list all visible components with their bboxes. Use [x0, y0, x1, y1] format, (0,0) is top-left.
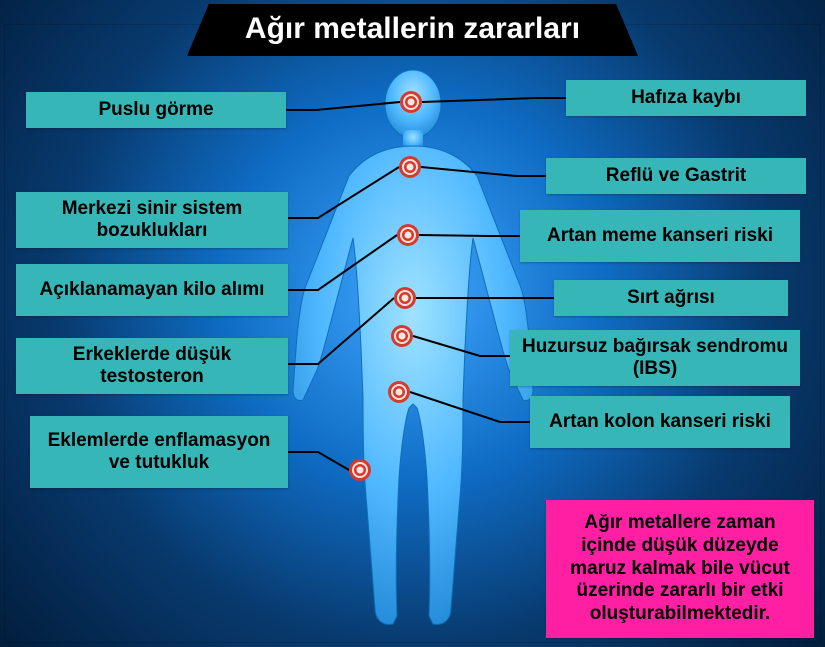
label-memory: Hafıza kaybı — [566, 80, 806, 116]
label-ibs: Huzursuz bağırsak sendromu (IBS) — [510, 330, 800, 386]
label-reflux: Reflü ve Gastrit — [546, 158, 806, 194]
label-text-vision: Puslu görme — [98, 99, 213, 121]
label-breast: Artan meme kanseri riski — [520, 210, 800, 262]
label-text-reflux: Reflü ve Gastrit — [606, 165, 746, 187]
label-text-cns: Merkezi sinir sistem bozuklukları — [26, 198, 278, 242]
label-text-colon: Artan kolon kanseri riski — [549, 411, 771, 433]
label-text-breast: Artan meme kanseri riski — [547, 225, 773, 247]
label-text-weight: Açıklanamayan kilo alımı — [40, 279, 265, 301]
label-colon: Artan kolon kanseri riski — [530, 396, 790, 448]
label-text-joints: Eklemlerde enflamasyon ve tutukluk — [40, 430, 278, 474]
title-text: Ağır metallerin zararları — [245, 12, 580, 45]
label-testo: Erkeklerde düşük testosteron — [16, 338, 288, 394]
label-text-testo: Erkeklerde düşük testosteron — [26, 344, 278, 388]
human-figure — [283, 68, 543, 643]
label-text-ibs: Huzursuz bağırsak sendromu (IBS) — [520, 336, 790, 380]
label-cns: Merkezi sinir sistem bozuklukları — [16, 192, 288, 248]
label-text-back: Sırt ağrısı — [627, 287, 715, 309]
label-text-memory: Hafıza kaybı — [631, 87, 741, 109]
title-banner: Ağır metallerin zararları — [187, 4, 638, 56]
label-vision: Puslu görme — [26, 92, 286, 128]
label-joints: Eklemlerde enflamasyon ve tutukluk — [30, 416, 288, 488]
footer-note-text: Ağır metallere zaman içinde düşük düzeyd… — [570, 512, 790, 624]
label-back: Sırt ağrısı — [554, 280, 788, 316]
footer-note: Ağır metallere zaman içinde düşük düzeyd… — [546, 500, 814, 638]
label-weight: Açıklanamayan kilo alımı — [16, 264, 288, 316]
